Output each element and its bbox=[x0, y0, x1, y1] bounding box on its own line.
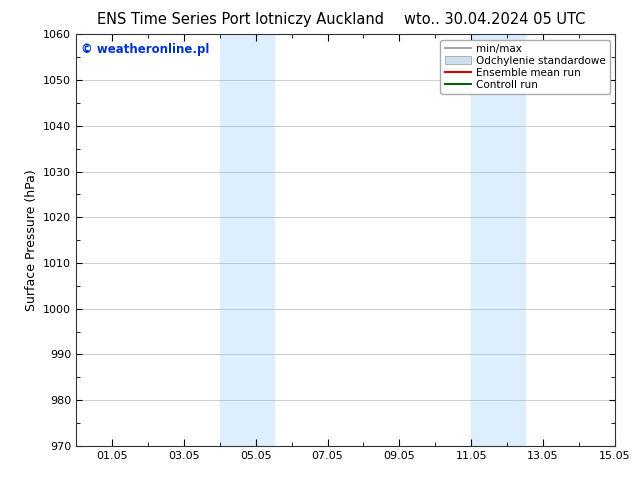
Bar bbox=[471, 34, 525, 446]
Legend: min/max, Odchylenie standardowe, Ensemble mean run, Controll run: min/max, Odchylenie standardowe, Ensembl… bbox=[441, 40, 610, 94]
Text: ENS Time Series Port lotniczy Auckland: ENS Time Series Port lotniczy Auckland bbox=[98, 12, 384, 27]
Text: wto.. 30.04.2024 05 UTC: wto.. 30.04.2024 05 UTC bbox=[404, 12, 585, 27]
Y-axis label: Surface Pressure (hPa): Surface Pressure (hPa) bbox=[25, 169, 37, 311]
Text: © weatheronline.pl: © weatheronline.pl bbox=[81, 43, 210, 55]
Bar bbox=[220, 34, 274, 446]
